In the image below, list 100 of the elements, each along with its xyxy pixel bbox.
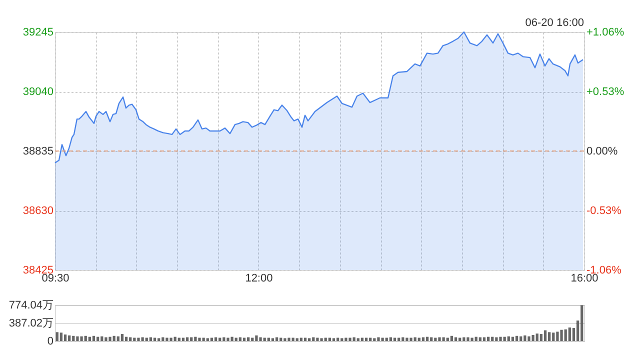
bar [100, 336, 104, 341]
bar [275, 337, 278, 341]
bar [120, 334, 124, 341]
bar [153, 338, 156, 341]
bar [137, 338, 140, 341]
y2-tick-label: +0.53% [586, 86, 624, 98]
bar [454, 337, 458, 341]
bar [300, 338, 303, 341]
y-tick-label: 38835 [22, 146, 54, 158]
bar [369, 338, 372, 341]
bar [246, 337, 250, 341]
y-tick-label: 39245 [22, 26, 54, 38]
bar [92, 336, 96, 341]
bar [214, 337, 218, 341]
bar [64, 334, 67, 341]
bar [414, 337, 416, 341]
bar [182, 338, 185, 341]
bar [296, 338, 298, 341]
bar [170, 338, 172, 341]
bar [133, 338, 136, 341]
bar [430, 337, 433, 341]
bar [304, 338, 307, 341]
y2-tick-label: +1.06% [586, 26, 624, 38]
bar [202, 338, 205, 341]
bar [166, 338, 168, 341]
bar [116, 336, 120, 341]
y-tick-label: 387.02万 [8, 318, 54, 330]
bar [288, 338, 290, 341]
bar [552, 332, 555, 341]
bar [112, 336, 116, 341]
bar [495, 337, 498, 341]
bar [434, 338, 437, 341]
bar [426, 336, 429, 341]
bar [402, 337, 404, 341]
bar [482, 337, 486, 341]
bar [68, 335, 71, 341]
bar [458, 338, 462, 341]
bar [332, 338, 336, 341]
bar [158, 338, 160, 341]
y-tick-label: 38630 [22, 205, 54, 217]
bar [230, 336, 234, 341]
bar [316, 338, 319, 341]
bar [438, 337, 441, 341]
bar [292, 338, 294, 341]
x-tick-label: 09:30 [42, 272, 70, 284]
bar [312, 337, 315, 341]
x-tick-label: 16:00 [570, 272, 598, 284]
bar [210, 338, 214, 341]
bar [528, 336, 530, 341]
bar [364, 338, 368, 341]
bar [174, 336, 176, 341]
bar [548, 332, 551, 341]
bar [308, 338, 311, 341]
bar [352, 337, 356, 341]
bar [60, 332, 63, 341]
bar [129, 337, 132, 341]
bar [524, 335, 526, 341]
bar [259, 337, 262, 341]
bar [149, 337, 152, 341]
bar [80, 336, 83, 341]
bar [511, 336, 514, 341]
bar [320, 338, 323, 341]
bar [222, 337, 226, 341]
bar [141, 337, 144, 341]
bar [580, 305, 584, 341]
bar [336, 338, 340, 341]
bar [356, 338, 360, 341]
bar [422, 337, 425, 341]
bar [234, 338, 238, 341]
bar [284, 338, 286, 341]
bar [348, 338, 352, 341]
bar [406, 338, 408, 341]
bar [478, 337, 482, 341]
bar [515, 336, 518, 341]
bar [398, 338, 400, 341]
bar [503, 336, 506, 341]
bar [470, 338, 474, 341]
bar [491, 336, 494, 341]
bar [520, 336, 522, 341]
bar [280, 338, 282, 341]
bar [410, 338, 412, 341]
bar [76, 336, 79, 341]
bar [96, 336, 100, 341]
bar [84, 336, 87, 341]
bar [462, 337, 466, 341]
bar [267, 338, 270, 341]
bar [56, 332, 58, 341]
bar [324, 338, 327, 341]
bar [251, 338, 254, 341]
bar [124, 336, 128, 341]
bar [377, 337, 380, 341]
bar [564, 329, 567, 341]
bar [198, 338, 201, 341]
bar [108, 336, 112, 341]
y2-tick-label: 0.00% [586, 146, 618, 158]
bar [104, 337, 108, 341]
bar [568, 328, 571, 341]
bar [393, 338, 396, 341]
bar [544, 330, 547, 341]
bar [190, 337, 193, 341]
